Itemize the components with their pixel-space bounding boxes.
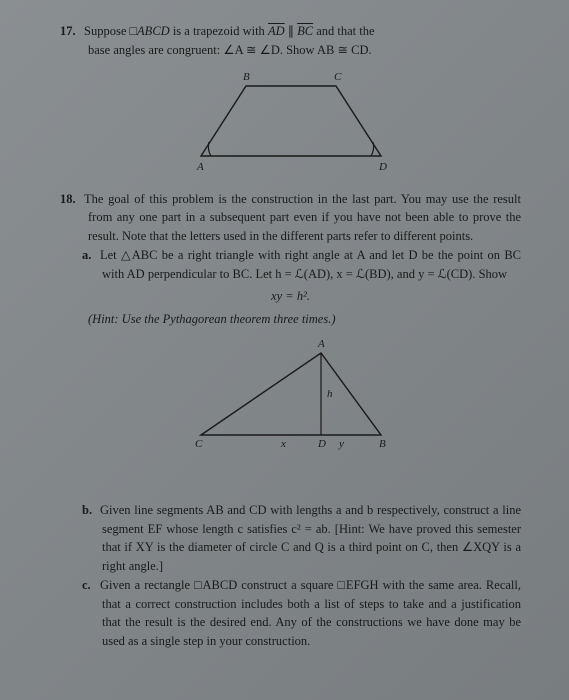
label-x: x: [280, 438, 286, 450]
p17-bc: BC: [297, 24, 313, 38]
p18a-eq: xy = h².: [60, 287, 521, 306]
p18a-sub: a.: [82, 246, 100, 265]
label-b2: B: [379, 438, 386, 450]
p18a: a.Let △ABC be a right triangle with righ…: [60, 246, 521, 284]
label-y: y: [338, 438, 344, 450]
p17-par: ∥: [285, 24, 298, 38]
p17-t1c: and that the: [313, 24, 374, 38]
label-h: h: [327, 388, 333, 400]
p18a-text: Let △ABC be a right triangle with right …: [100, 248, 521, 281]
p17-t1a: Suppose □: [84, 24, 137, 38]
p18c: c.Given a rectangle □ABCD construct a sq…: [60, 576, 521, 651]
label-b: B: [243, 71, 250, 83]
p18c-sub: c.: [82, 576, 100, 595]
p17-t1b: is a trapezoid with: [170, 24, 268, 38]
label-a2: A: [317, 338, 325, 350]
label-c2: C: [195, 438, 203, 450]
tri-outline: [201, 353, 381, 435]
triangle-figure: A h C x D y B: [181, 335, 401, 455]
p18a-hint: (Hint: Use the Pythagorean theorem three…: [60, 310, 521, 329]
p17-abcd: ABCD: [137, 24, 170, 38]
p18-number: 18.: [60, 190, 84, 209]
label-d2: D: [317, 438, 326, 450]
problem-18: 18.The goal of this problem is the const…: [60, 190, 521, 651]
p17-ad: AD: [268, 24, 285, 38]
label-d: D: [378, 161, 387, 173]
p18-intro-text: The goal of this problem is the construc…: [84, 192, 521, 244]
p18c-text: Given a rectangle □ABCD construct a squa…: [100, 578, 521, 648]
p17-text: 17.Suppose □ABCD is a trapezoid with AD …: [60, 22, 521, 60]
p18b-text: Given line segments AB and CD with lengt…: [100, 503, 521, 573]
p17-line2: base angles are congruent: ∠A ≅ ∠D. Show…: [88, 43, 372, 57]
p17-number: 17.: [60, 22, 84, 41]
p18-intro: 18.The goal of this problem is the const…: [60, 190, 521, 246]
label-c: C: [334, 71, 342, 83]
page-container: 17.Suppose □ABCD is a trapezoid with AD …: [0, 0, 569, 700]
problem-17: 17.Suppose □ABCD is a trapezoid with AD …: [60, 22, 521, 176]
arc-a: [208, 142, 211, 156]
trapezoid-figure: B C A D: [171, 66, 411, 176]
p18b: b.Given line segments AB and CD with len…: [60, 501, 521, 576]
p18b-sub: b.: [82, 501, 100, 520]
spacer: [60, 461, 521, 501]
label-a: A: [196, 161, 204, 173]
trap-outline: [201, 86, 381, 156]
arc-d: [371, 142, 374, 156]
